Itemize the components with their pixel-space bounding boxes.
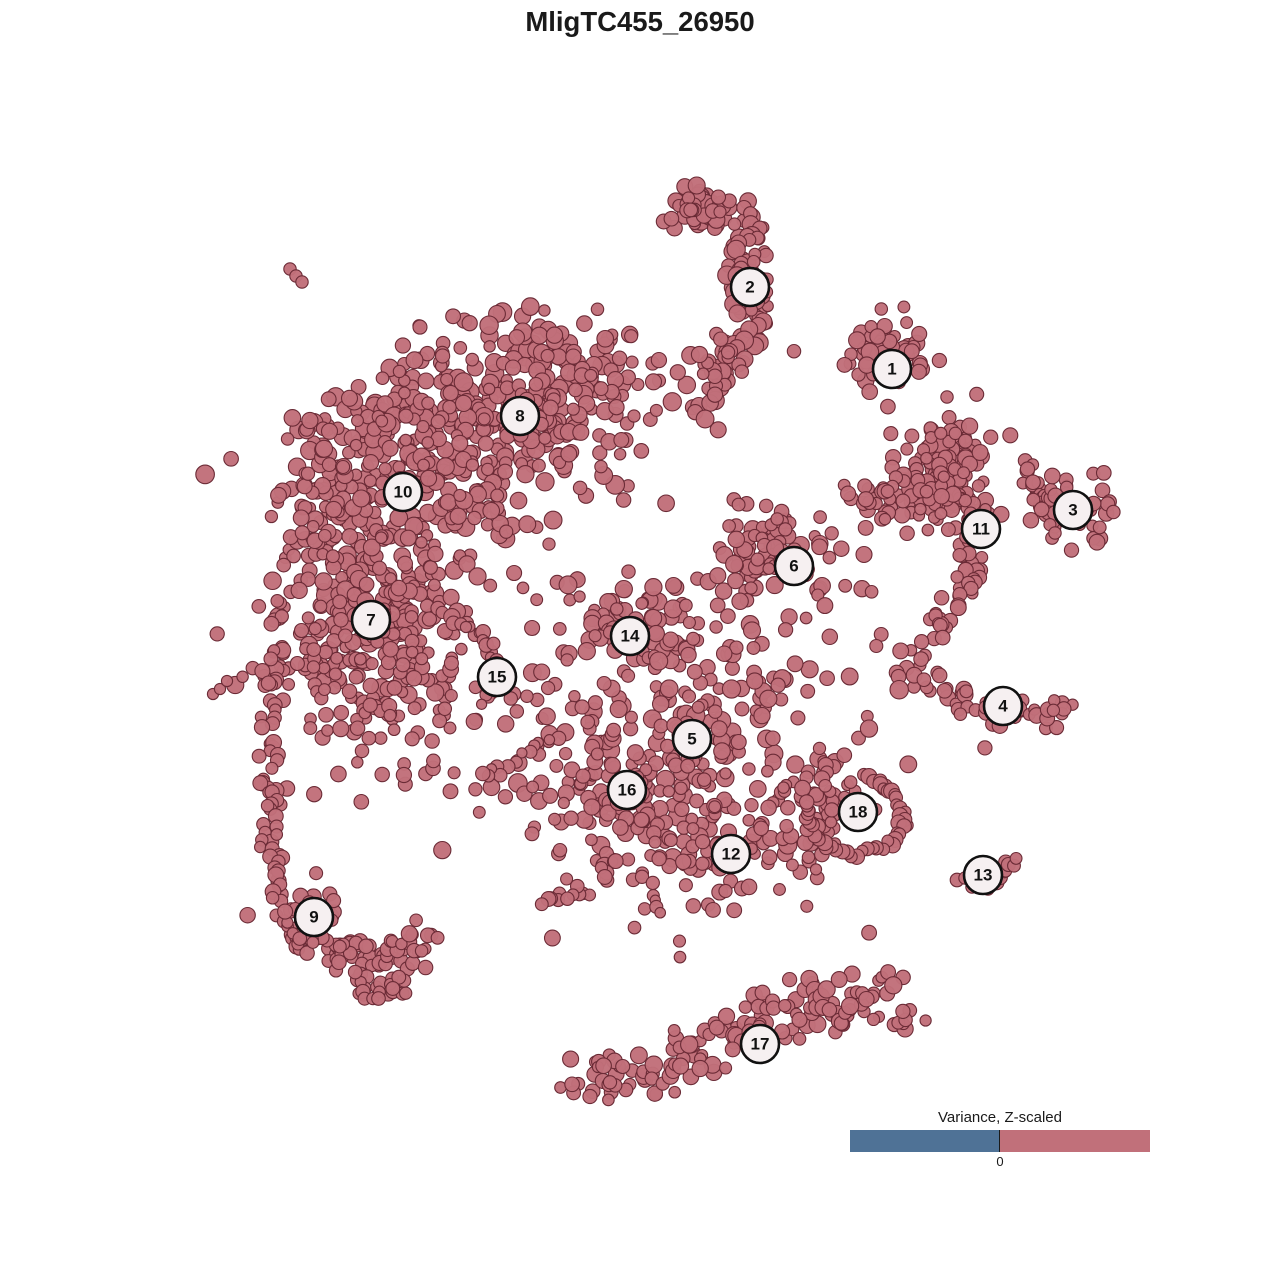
svg-text:3: 3 [1068, 501, 1077, 520]
svg-text:1: 1 [887, 360, 896, 379]
svg-text:12: 12 [722, 845, 741, 864]
svg-text:5: 5 [687, 730, 696, 749]
svg-text:8: 8 [515, 407, 524, 426]
svg-text:4: 4 [998, 697, 1008, 716]
svg-text:6: 6 [789, 557, 798, 576]
svg-text:9: 9 [309, 908, 318, 927]
svg-text:7: 7 [366, 611, 375, 630]
svg-text:17: 17 [751, 1035, 770, 1054]
svg-text:13: 13 [974, 866, 993, 885]
svg-text:2: 2 [745, 278, 754, 297]
svg-text:11: 11 [972, 520, 990, 539]
svg-text:15: 15 [488, 668, 507, 687]
svg-text:10: 10 [394, 483, 413, 502]
svg-text:18: 18 [849, 803, 868, 822]
svg-text:14: 14 [621, 627, 640, 646]
svg-text:16: 16 [618, 781, 637, 800]
